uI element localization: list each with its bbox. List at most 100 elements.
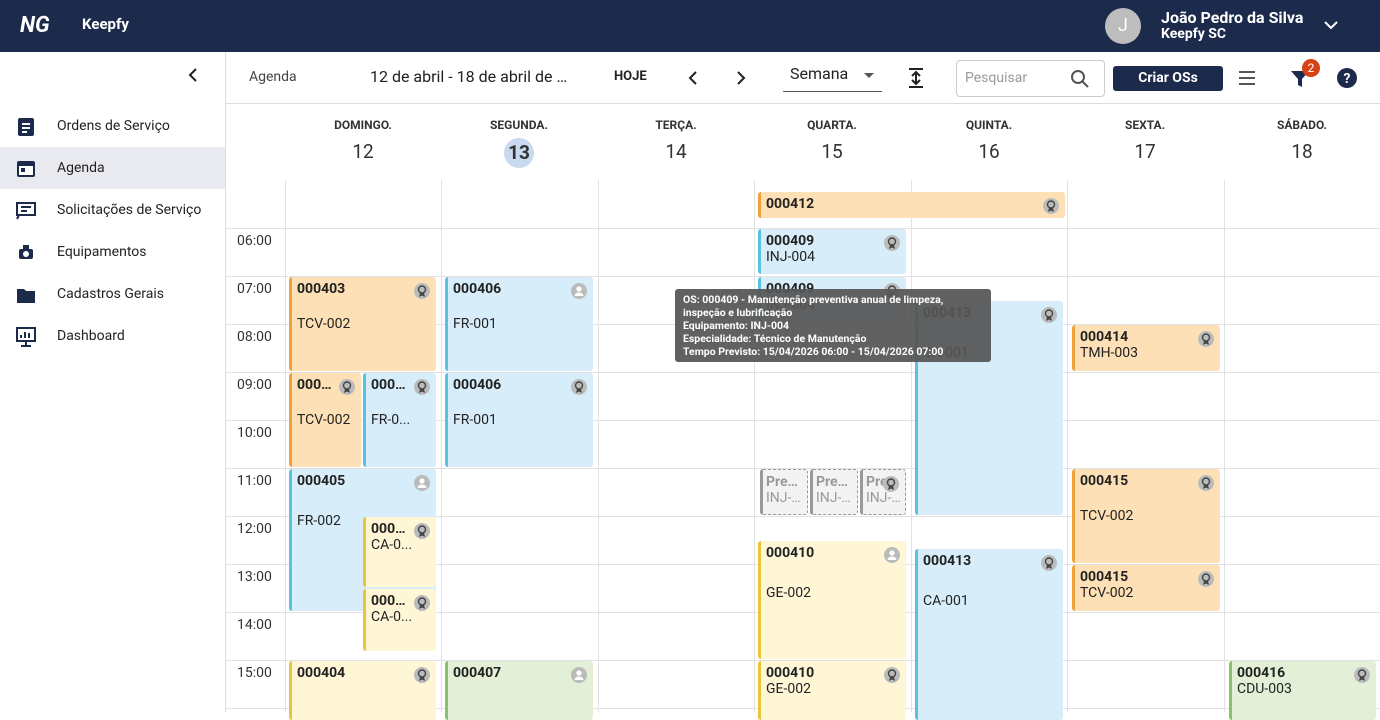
menu[interactable] [1237, 68, 1257, 88]
column-line [1067, 180, 1068, 712]
tooltip-line: Tempo Previsto: 15/04/2026 06:00 - 15/04… [683, 345, 944, 358]
row-line [226, 660, 1380, 661]
row-line [226, 516, 1380, 517]
nav-item[interactable]: Cadastros Gerais [0, 273, 225, 315]
row-line [226, 276, 1380, 277]
user-menu[interactable] [1322, 16, 1340, 34]
event[interactable]: 0004... CA-0... [363, 517, 436, 587]
event-icon [1041, 555, 1057, 571]
event-code: 000407 [453, 665, 502, 681]
day-header: QUINTA. 16 [911, 118, 1067, 163]
tooltip-line: Especialidade: Técnico de Manutenção [683, 332, 867, 345]
event-code: 000403 [297, 281, 346, 297]
tooltip-line: Equipamento: INJ-004 [683, 319, 790, 332]
event-icon [883, 476, 899, 492]
toolbar: Agenda 12 de abril - 18 de abril de 2026… [226, 52, 1380, 104]
day-header: DOMINGO. 12 [285, 118, 441, 163]
event[interactable]: 000403 TCV-002 [289, 277, 436, 371]
event-icon [1041, 307, 1057, 323]
nav-item[interactable]: Agenda [0, 147, 225, 189]
collapse[interactable] [185, 67, 201, 83]
prev[interactable] [685, 70, 701, 86]
column-line [285, 180, 286, 712]
event[interactable]: 000416 CDU-003 [1229, 661, 1376, 720]
nav-label: Equipamentos [57, 244, 147, 260]
event-equipment: GE-002 [766, 585, 811, 601]
nav-icon [16, 327, 36, 347]
next[interactable] [733, 70, 749, 86]
event[interactable]: 000403 TCV-002 [289, 373, 361, 467]
event-code: Preventiva [816, 474, 854, 490]
event-code: 000406 [453, 377, 502, 393]
event-equipment: INJ-004 [816, 490, 854, 506]
event[interactable]: 000415 TCV-002 [1072, 469, 1220, 563]
filter-badge: 2 [1302, 59, 1320, 77]
day-header: QUARTA. 15 [754, 118, 910, 163]
day-date: 17 [1134, 140, 1156, 163]
event-icon [414, 523, 430, 539]
event[interactable]: 000406 FR-001 [445, 277, 593, 371]
column-line [598, 180, 599, 712]
search[interactable]: Pesquisar [956, 60, 1105, 97]
event-equipment: TCV-002 [1080, 585, 1134, 601]
day-date: 13 [504, 138, 534, 168]
event[interactable]: 000404 [289, 661, 436, 720]
help[interactable]: ? [1336, 67, 1358, 89]
event[interactable]: PreventivaINJ-004 [860, 469, 906, 515]
event-equipment: TMH-003 [1080, 345, 1139, 361]
day-date: 15 [821, 140, 843, 163]
event-equipment: TCV-002 [1080, 508, 1134, 524]
view-value: Semana [790, 64, 849, 83]
event-equipment: TCV-002 [297, 316, 351, 332]
event[interactable]: 000414 TMH-003 [1072, 325, 1220, 371]
day-header: SEGUNDA. 13 [441, 118, 597, 168]
event[interactable]: PreventivaINJ-004 [810, 469, 858, 515]
nav-icon [18, 118, 34, 136]
day-name: SEXTA. [1124, 118, 1166, 132]
view-select[interactable]: Semana [783, 64, 882, 92]
day-name: DOMINGO. [334, 118, 392, 132]
event-icon [414, 283, 430, 299]
event[interactable]: 000410 GE-002 [758, 661, 906, 720]
event-code: 000412 [766, 196, 815, 212]
event[interactable]: 000406 FR-001 [445, 373, 593, 467]
today-button[interactable]: HOJE [614, 69, 647, 84]
nav-label: Ordens de Serviço [57, 118, 170, 134]
event[interactable]: PreventivaINJ-004 [760, 469, 808, 515]
tooltip: OS: 000409 - Manutenção preventiva anual… [675, 289, 991, 362]
expand[interactable] [906, 67, 926, 89]
create-button[interactable]: Criar OSs [1113, 66, 1223, 91]
svg-text:?: ? [1344, 71, 1351, 87]
avatar[interactable]: J [1105, 8, 1141, 44]
event-code: 000413 [923, 553, 972, 569]
event-equipment: INJ-004 [766, 249, 815, 265]
event[interactable]: 000413 CA-001 [915, 549, 1063, 720]
event-equipment: FR-0... [371, 412, 411, 428]
nav-item[interactable]: Dashboard [0, 315, 225, 357]
nav-item[interactable]: Ordens de Serviço [0, 105, 225, 147]
nav-item[interactable]: Equipamentos [0, 231, 225, 273]
event[interactable]: 000412 [758, 192, 1065, 218]
event-equipment: GE-002 [766, 681, 811, 697]
event-equipment: CA-001 [923, 593, 969, 609]
event[interactable]: 000415 TCV-002 [1072, 565, 1220, 611]
date-range: 12 de abril - 18 de abril de 2026 [370, 67, 576, 86]
event[interactable]: 000407 [445, 661, 593, 720]
event-code: 000406 [453, 281, 502, 297]
day-name: TERÇA. [655, 118, 697, 132]
sidebar: Ordens de Serviço Agenda Solicitações de S… [0, 52, 226, 712]
event-icon [414, 595, 430, 611]
nav-item[interactable]: Solicitações de Serviço [0, 189, 225, 231]
hour-label: 11:00 [237, 473, 272, 489]
event-code: 000414 [1080, 329, 1129, 345]
event-icon [884, 547, 900, 563]
event-code: 000416 [1237, 665, 1286, 681]
event-code: 000404 [297, 665, 346, 681]
event-icon [414, 379, 430, 395]
event[interactable]: 0004... FR-0... [363, 373, 436, 467]
row-line [226, 372, 1380, 373]
event[interactable]: 0004... CA-0... [363, 589, 436, 651]
event[interactable]: 000410 GE-002 [758, 541, 906, 659]
nav-label: Cadastros Gerais [57, 286, 165, 302]
